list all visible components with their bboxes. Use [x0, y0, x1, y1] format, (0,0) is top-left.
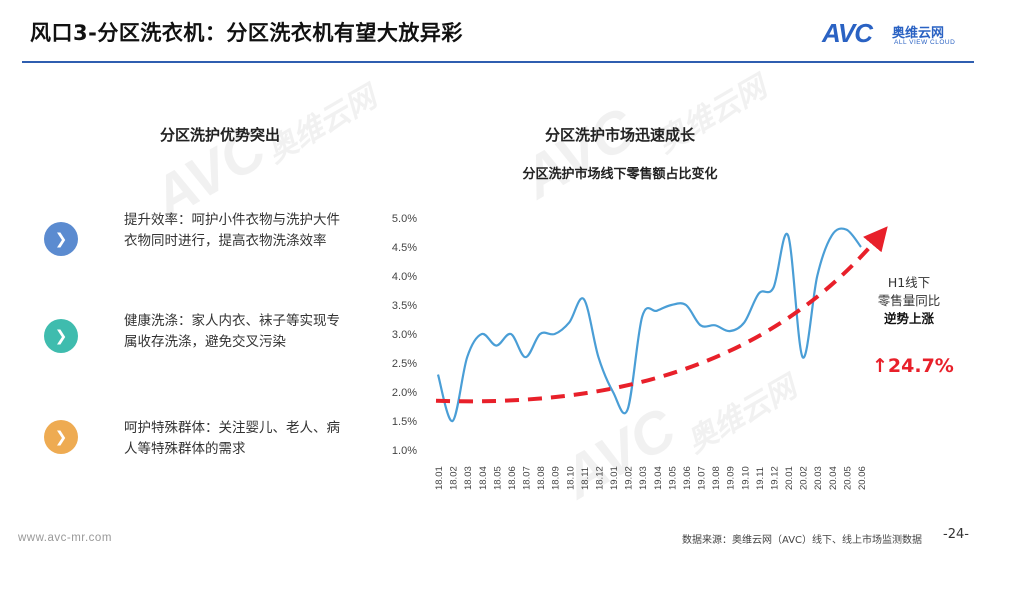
left-panel-title: 分区洗护优势突出: [159, 126, 280, 144]
x-tick-label: 19.01: [609, 466, 620, 490]
x-tick-label: 18.06: [507, 466, 518, 490]
x-tick-label: 18.07: [522, 466, 533, 490]
y-tick-label: 1.0%: [392, 445, 417, 457]
y-tick-label: 1.5%: [392, 416, 417, 428]
feature-item-efficiency: ❯ 提升效率：呵护小件衣物与洗护大件衣物同时进行，提高衣物洗涤效率: [44, 210, 344, 274]
y-tick-label: 3.5%: [392, 300, 417, 312]
x-tick-label: 20.04: [828, 466, 839, 490]
feature-text: 健康洗涤：家人内衣、袜子等实现专属收存洗涤，避免交叉污染: [124, 313, 340, 350]
x-tick-label: 20.03: [813, 466, 824, 490]
x-tick-label: 18.11: [580, 467, 591, 490]
annotation-line2: 零售量同比: [877, 293, 941, 308]
header-divider: [22, 61, 974, 63]
x-tick-label: 18.08: [536, 466, 547, 490]
x-tick-label: 19.04: [653, 466, 664, 490]
x-tick-label: 19.12: [769, 466, 780, 490]
x-tick-label: 19.02: [624, 466, 635, 490]
y-tick-label: 5.0%: [392, 213, 417, 225]
chart-title: 分区洗护市场迅速成长: [544, 126, 695, 144]
x-tick-label: 19.03: [638, 466, 649, 490]
x-tick-label: 19.05: [667, 466, 678, 490]
x-tick-label: 19.09: [726, 466, 737, 490]
logo-cn: 奥维云网: [892, 26, 945, 41]
y-tick-label: 2.0%: [392, 387, 417, 399]
x-tick-label: 18.03: [463, 466, 474, 490]
growth-value: ↑24.7%: [872, 355, 954, 377]
feature-text: 提升效率：呵护小件衣物与洗护大件衣物同时进行，提高衣物洗涤效率: [124, 212, 340, 249]
data-source: 数据来源：奥维云网（AVC）线下、线上市场监测数据: [682, 535, 923, 546]
x-tick-label: 18.04: [478, 466, 489, 490]
feature-item-special-groups: ❯ 呵护特殊群体：关注婴儿、老人、病人等特殊群体的需求: [44, 418, 344, 482]
x-tick-label: 19.11: [755, 467, 766, 490]
x-tick-label: 18.09: [551, 466, 562, 490]
avc-logo: AVC 奥维云网 ALL VIEW CLOUD: [822, 18, 972, 52]
x-tick-label: 19.06: [682, 466, 693, 490]
y-tick-label: 3.0%: [392, 329, 417, 341]
page-number: -24-: [943, 527, 969, 542]
chevron-right-icon: ❯: [44, 319, 78, 353]
annotation-line1: H1线下: [887, 275, 931, 290]
chevron-right-icon: ❯: [44, 420, 78, 454]
footer-url[interactable]: www.avc-mr.com: [18, 532, 112, 544]
chevron-right-icon: ❯: [44, 222, 78, 256]
x-tick-label: 18.12: [594, 466, 605, 490]
x-tick-label: 18.02: [449, 466, 460, 490]
annotation-line3: 逆势上涨: [883, 311, 934, 326]
feature-item-health: ❯ 健康洗涤：家人内衣、袜子等实现专属收存洗涤，避免交叉污染: [44, 311, 344, 375]
x-tick-label: 20.02: [799, 466, 810, 490]
x-tick-label: 19.08: [711, 466, 722, 490]
x-tick-label: 20.06: [857, 466, 868, 490]
x-tick-label: 18.05: [492, 466, 503, 490]
x-tick-label: 18.10: [565, 466, 576, 490]
feature-text: 呵护特殊群体：关注婴儿、老人、病人等特殊群体的需求: [124, 420, 340, 457]
logo-mark: AVC: [822, 18, 873, 48]
trend-arrow: [435, 226, 888, 404]
x-tick-label: 20.01: [784, 466, 795, 490]
chart-subtitle: 分区洗护市场线下零售额占比变化: [522, 167, 718, 182]
growth-annotation: H1线下 零售量同比 逆势上涨: [854, 274, 964, 328]
page-title: 风口3-分区洗衣机：分区洗衣机有望大放异彩: [30, 21, 463, 45]
y-tick-label: 4.0%: [392, 271, 417, 283]
y-tick-label: 4.5%: [392, 242, 417, 254]
series-line: [436, 227, 862, 423]
x-tick-label: 19.10: [740, 466, 751, 490]
x-tick-label: 19.07: [697, 466, 708, 490]
x-tick-label: 20.05: [842, 466, 853, 490]
x-tick-label: 18.01: [434, 466, 445, 490]
logo-en: ALL VIEW CLOUD: [894, 39, 956, 46]
y-tick-label: 2.5%: [392, 358, 417, 370]
